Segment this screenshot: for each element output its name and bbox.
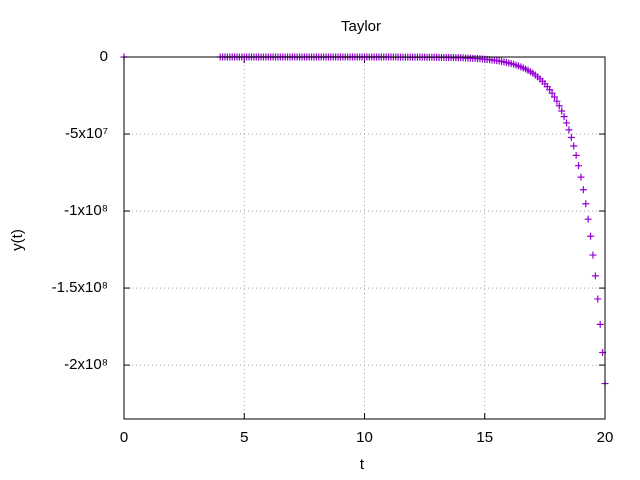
y-tick-label: -5x10⁷ — [65, 125, 108, 142]
point — [560, 113, 568, 121]
point — [587, 232, 595, 240]
point — [575, 162, 583, 170]
x-tick-label: 5 — [240, 429, 248, 446]
grid — [124, 57, 605, 419]
chart-title: Taylor — [341, 18, 381, 35]
point — [555, 102, 563, 110]
plot-border — [123, 56, 606, 420]
point — [582, 200, 590, 208]
point — [548, 89, 556, 97]
point — [589, 251, 597, 259]
point — [594, 295, 602, 303]
point — [584, 215, 592, 223]
y-tick-label: 0 — [100, 48, 108, 65]
point — [579, 186, 587, 194]
y-tick-label: -1x10⁸ — [64, 202, 108, 219]
point — [591, 272, 599, 280]
y-axis-label: y(t) — [9, 229, 26, 251]
point — [563, 119, 571, 127]
point — [565, 126, 573, 134]
point — [550, 93, 558, 101]
point — [596, 320, 604, 328]
x-tick-label: 10 — [356, 429, 373, 446]
point — [572, 151, 580, 159]
y-tick-label: -2x10⁸ — [64, 356, 108, 373]
y-tick-label: -1.5x10⁸ — [52, 279, 108, 296]
x-axis-label: t — [360, 456, 365, 473]
x-tick-label: 0 — [120, 429, 128, 446]
point — [558, 107, 566, 115]
point — [553, 97, 561, 105]
point — [570, 142, 578, 150]
point — [567, 134, 575, 142]
x-tick-label: 15 — [476, 429, 493, 446]
point — [577, 173, 585, 181]
x-tick-label: 20 — [597, 429, 614, 446]
